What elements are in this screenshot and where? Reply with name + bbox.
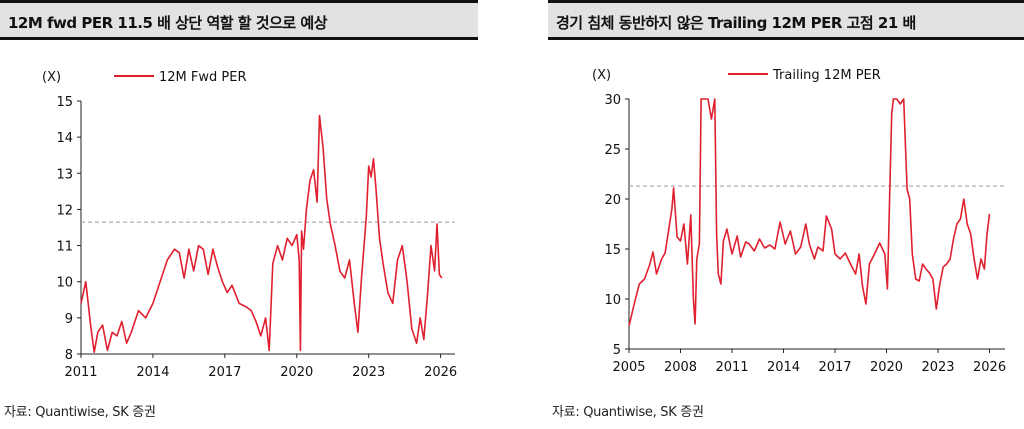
x-tick-label: 2023 — [921, 360, 954, 375]
y-tick-label: 15 — [56, 95, 73, 110]
x-tick-label: 2014 — [767, 360, 800, 375]
source-note: 자료: Quantiwise, SK 증권 — [4, 405, 156, 420]
x-tick-label: 2026 — [973, 360, 1006, 375]
x-tick-label: 2023 — [352, 365, 385, 380]
x-tick-label: 2017 — [208, 365, 241, 380]
source-note: 자료: Quantiwise, SK 증권 — [552, 405, 704, 420]
y-tick-label: 30 — [604, 93, 621, 108]
chart-panel-right: 경기 침체 동반하지 않은 Trailing 12M PER 고점 21 배 5… — [548, 0, 1024, 429]
series-line — [628, 98, 991, 327]
x-tick-label: 2008 — [664, 360, 697, 375]
x-tick-label: 2011 — [64, 365, 97, 380]
y-tick-label: 20 — [604, 193, 621, 208]
y-tick-label: 11 — [56, 240, 73, 255]
chart-title: 경기 침체 동반하지 않은 Trailing 12M PER 고점 21 배 — [556, 14, 916, 32]
y-tick-label: 14 — [56, 131, 73, 146]
x-tick-label: 2005 — [612, 360, 645, 375]
fwd-per-chart: 8 9 10 11 12 13 14 15 2011 2014 2017 2020 2023 2026 (X… — [42, 70, 457, 380]
chart-title: 12M fwd PER 11.5 배 상단 역할 할 것으로 예상 — [8, 14, 328, 32]
unit-label: (X) — [42, 70, 61, 85]
x-tick-label: 2011 — [715, 360, 748, 375]
panel-header: 12M fwd PER 11.5 배 상단 역할 할 것으로 예상 — [0, 0, 478, 40]
y-tick-label: 13 — [56, 167, 73, 182]
y-tick-label: 5 — [613, 343, 621, 358]
x-tick-label: 2017 — [818, 360, 851, 375]
x-tick-label: 2014 — [136, 365, 169, 380]
x-tick-label: 2026 — [424, 365, 457, 380]
legend-label: 12M Fwd PER — [159, 70, 246, 85]
x-tick-label: 2020 — [280, 365, 313, 380]
y-tick-label: 9 — [65, 312, 73, 327]
y-tick-label: 25 — [604, 143, 621, 158]
x-tick-label: 2020 — [870, 360, 903, 375]
chart-panel-left: 12M fwd PER 11.5 배 상단 역할 할 것으로 예상 8 9 10 11… — [0, 0, 478, 429]
series-line — [80, 114, 443, 354]
unit-label: (X) — [592, 68, 611, 83]
trailing-per-chart: 5 10 15 20 25 30 2005 2008 2011 2014 2017 2020 2023 2… — [592, 68, 1006, 375]
y-tick-label: 15 — [604, 243, 621, 258]
panel-header: 경기 침체 동반하지 않은 Trailing 12M PER 고점 21 배 — [548, 0, 1024, 40]
legend-label: Trailing 12M PER — [772, 68, 881, 83]
y-tick-label: 8 — [65, 348, 73, 363]
y-tick-label: 10 — [604, 293, 621, 308]
y-tick-label: 12 — [56, 203, 73, 218]
y-tick-label: 10 — [56, 276, 73, 291]
